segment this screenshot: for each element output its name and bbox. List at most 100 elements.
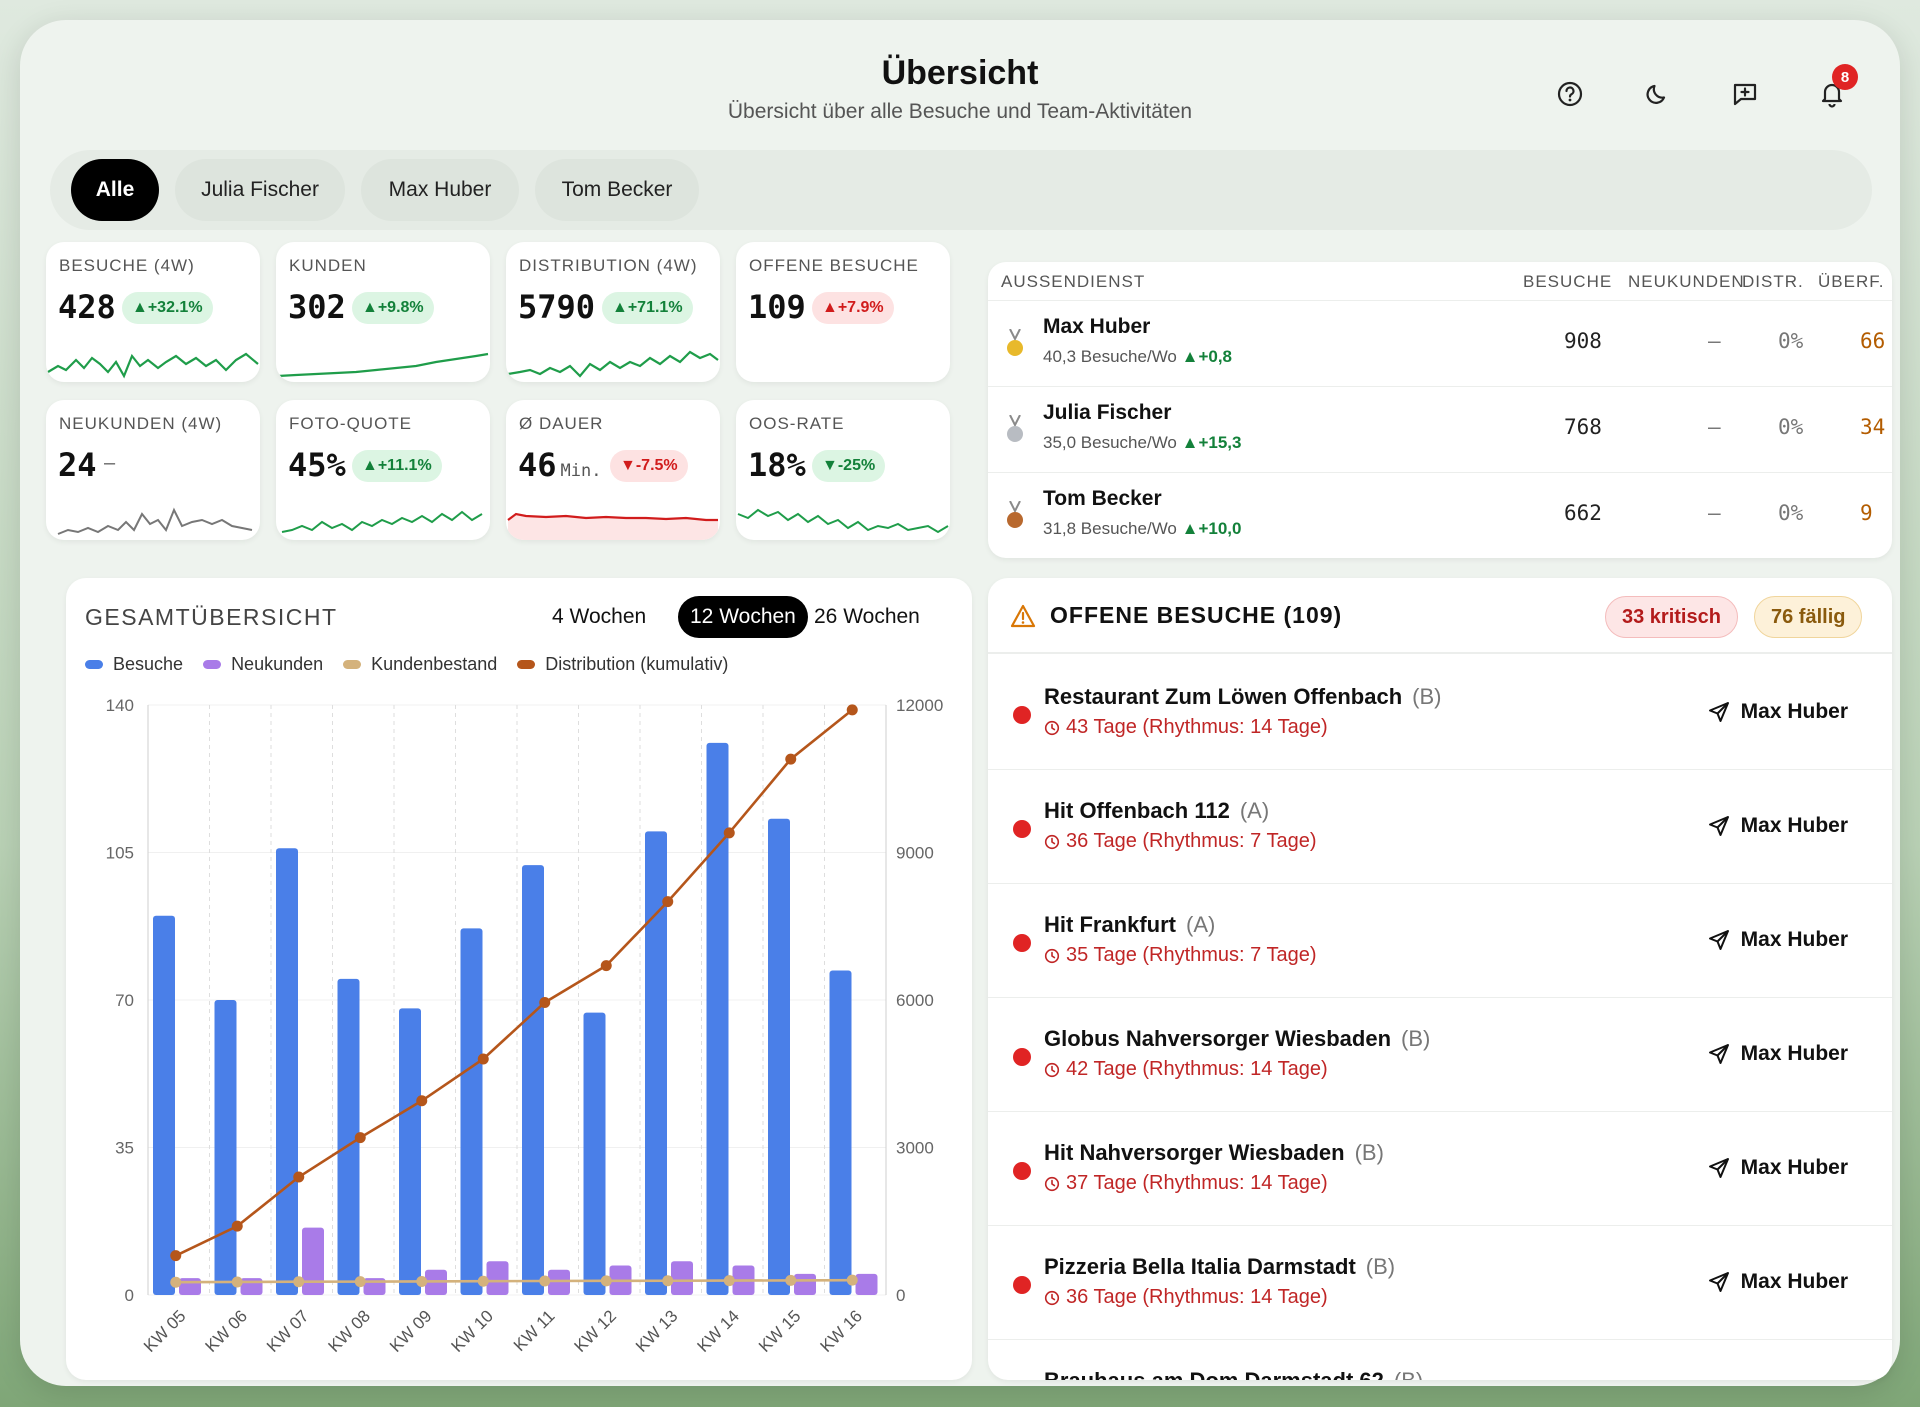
bar-neukunden [302, 1227, 324, 1295]
kpi-dauer[interactable]: Ø DAUER 46 Min. ▼-7.5% [506, 400, 720, 540]
assign-button[interactable]: Max Huber [1707, 700, 1848, 724]
list-item[interactable]: Brauhaus am Dom Darmstadt 62(B) [988, 1340, 1892, 1380]
x-tick-label: KW 06 [202, 1306, 252, 1356]
clock-icon [1044, 720, 1060, 735]
kpi-label: DISTRIBUTION (4W) [519, 256, 698, 275]
moon-icon[interactable] [1634, 70, 1682, 118]
status-dot [1013, 934, 1031, 952]
y-tick-label-left: 0 [125, 1286, 134, 1305]
x-tick-label: KW 10 [448, 1306, 498, 1356]
list-item[interactable]: Pizzeria Bella Italia Darmstadt (B) 36 Tag… [988, 1226, 1892, 1340]
rep-rate: 31,8 Besuche/Wo ▲+10,0 [1043, 519, 1242, 538]
notification-badge: 8 [1832, 64, 1858, 90]
kpi-delta: – [104, 452, 116, 474]
visit-name: Hit Nahversorger Wiesbaden (B) [1044, 1140, 1384, 1165]
kpi-distribution[interactable]: DISTRIBUTION (4W) 5790 ▲+71.1% [506, 242, 720, 382]
rep-dist: 0% [1778, 415, 1804, 439]
col-header-name: AUSSENDIENST [1001, 272, 1146, 291]
assign-button[interactable]: Max Huber [1707, 1270, 1848, 1294]
y-tick-label-left: 35 [115, 1139, 134, 1158]
rep-new: – [1708, 415, 1721, 439]
kpi-value: 302 [288, 288, 346, 326]
status-dot [1013, 706, 1031, 724]
legend-item[interactable]: Kundenbestand [343, 654, 497, 675]
assign-button[interactable]: Max Huber [1707, 1042, 1848, 1066]
help-icon[interactable] [1546, 70, 1594, 118]
send-icon [1708, 1044, 1729, 1064]
series-point [846, 704, 858, 716]
rep-new: – [1708, 501, 1721, 525]
table-row[interactable]: Tom Becker 31,8 Besuche/Wo ▲+10,0 662 – … [988, 472, 1892, 558]
assign-button[interactable]: Max Huber [1707, 1156, 1848, 1180]
list-item[interactable]: Restaurant Zum Löwen Offenbach (B) 43 Tage… [988, 656, 1892, 770]
rep-visits: 662 [1564, 501, 1602, 525]
col-header-visits: BESUCHE [1523, 272, 1613, 291]
kpi-oos-rate[interactable]: OOS-RATE 18% ▼-25% [736, 400, 950, 540]
kpi-neukunden[interactable]: NEUKUNDEN (4W) 24 – [46, 400, 260, 540]
range-26-weeks[interactable]: 26 Wochen [802, 596, 932, 638]
clock-icon [1044, 948, 1060, 963]
status-dot [1013, 1276, 1031, 1294]
status-dot [1013, 820, 1031, 838]
series-point [416, 1275, 428, 1287]
y-tick-label-left: 70 [115, 991, 134, 1010]
legend-item[interactable]: Neukunden [203, 654, 323, 675]
series-point [662, 1275, 674, 1287]
list-item[interactable]: Hit Offenbach 112 (A) 36 Tage (Rhythmus: 7… [988, 770, 1892, 884]
visit-overdue: 43 Tage (Rhythmus: 14 Tage) [1044, 716, 1328, 739]
rep-name: Tom Becker [1043, 487, 1162, 510]
chart-legend: Besuche Neukunden Kundenbestand Distribu… [85, 654, 728, 675]
status-dot [1013, 1162, 1031, 1180]
series-point [477, 1053, 489, 1065]
filter-tom-becker[interactable]: Tom Becker [535, 159, 699, 221]
team-filter-bar: Alle Julia Fischer Max Huber Tom Becker [50, 150, 1872, 230]
col-header-new: NEUKUNDEN [1628, 272, 1745, 291]
list-item[interactable]: Globus Nahversorger Wiesbaden (B) 42 Tage … [988, 998, 1892, 1112]
kpi-value: 45% [288, 446, 346, 484]
filter-max-huber[interactable]: Max Huber [361, 159, 519, 221]
kpi-unit: Min. [560, 461, 602, 481]
feedback-icon[interactable] [1721, 70, 1769, 118]
kpi-besuche[interactable]: BESUCHE (4W) 428 ▲+32.1% [46, 242, 260, 382]
kpi-sparkline [57, 507, 253, 535]
y-tick-label-left: 105 [106, 844, 134, 863]
range-4-weeks[interactable]: 4 Wochen [540, 596, 658, 638]
kpi-sparkline [507, 350, 719, 378]
x-tick-label: KW 11 [510, 1306, 559, 1355]
x-tick-label: KW 14 [694, 1306, 744, 1356]
kpi-value: 428 [58, 288, 116, 326]
y-tick-label-right: 12000 [896, 696, 943, 715]
legend-item[interactable]: Besuche [85, 654, 183, 675]
send-icon [1708, 702, 1729, 722]
list-item[interactable]: Hit Nahversorger Wiesbaden (B) 37 Tage (Rh… [988, 1112, 1892, 1226]
range-12-weeks[interactable]: 12 Wochen [678, 596, 808, 638]
series-point [416, 1095, 428, 1107]
sales-rep-ranking: AUSSENDIENST BESUCHE NEUKUNDEN DISTR. ÜB… [988, 262, 1892, 558]
kpi-delta: ▲+11.1% [352, 450, 442, 482]
kpi-foto-quote[interactable]: FOTO-QUOTE 45% ▲+11.1% [276, 400, 490, 540]
assign-button[interactable]: Max Huber [1707, 928, 1848, 952]
kpi-delta: ▲+32.1% [122, 292, 213, 324]
due-badge[interactable]: 76 fällig [1754, 596, 1863, 638]
table-row[interactable]: Max Huber 40,3 Besuche/Wo ▲+0,8 908 – 0%… [988, 300, 1892, 386]
kpi-delta: ▲+9.8% [352, 292, 434, 324]
kpi-value: 5790 [518, 288, 596, 326]
legend-item[interactable]: Distribution (kumulativ) [517, 654, 728, 675]
bell-icon[interactable]: 8 [1808, 64, 1858, 118]
list-item[interactable]: Hit Frankfurt (A) 35 Tage (Rhythmus: 7 Tag… [988, 884, 1892, 998]
send-icon [1708, 1272, 1729, 1292]
assign-button[interactable]: Max Huber [1707, 814, 1848, 838]
clock-icon [1044, 1062, 1060, 1077]
kpi-kunden[interactable]: KUNDEN 302 ▲+9.8% [276, 242, 490, 382]
bar-besuche [829, 970, 852, 1295]
filter-all[interactable]: Alle [71, 159, 159, 221]
visit-name: Hit Frankfurt (A) [1044, 912, 1216, 937]
table-row[interactable]: Julia Fischer 35,0 Besuche/Wo ▲+15,3 768… [988, 386, 1892, 472]
warning-icon [1010, 604, 1036, 628]
series-point [785, 1274, 797, 1286]
filter-julia-fischer[interactable]: Julia Fischer [175, 159, 345, 221]
visit-overdue: 36 Tage (Rhythmus: 14 Tage) [1044, 1286, 1328, 1309]
kpi-offene-besuche[interactable]: OFFENE BESUCHE 109 ▲+7.9% [736, 242, 950, 382]
critical-badge[interactable]: 33 kritisch [1605, 596, 1738, 638]
series-point [170, 1250, 182, 1262]
